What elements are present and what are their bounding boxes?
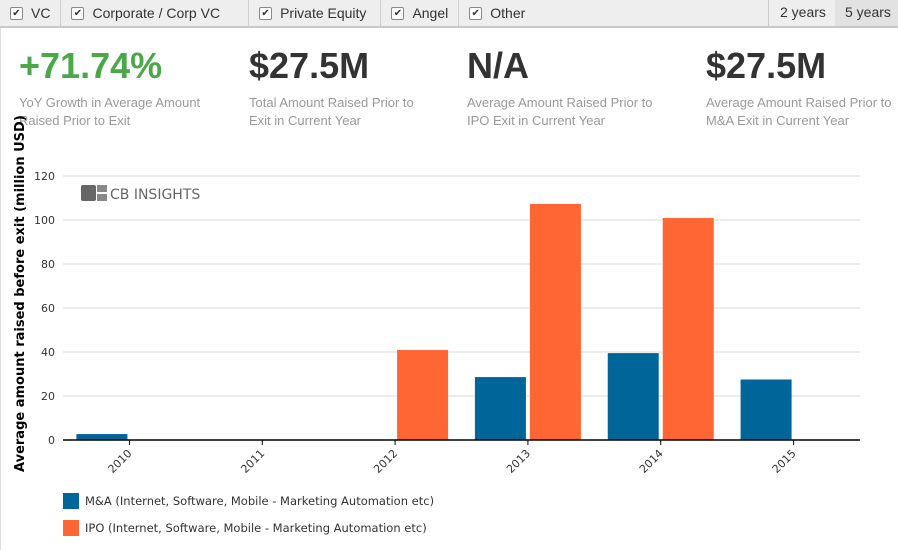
filter-private-equity[interactable]: ✔ Private Equity (249, 0, 382, 26)
cb-insights-logo: CB INSIGHTS (81, 185, 200, 203)
y-axis-label: Average amount raised before exit (milli… (13, 115, 28, 472)
legend-swatch[interactable] (63, 493, 79, 509)
ma-bar-2013[interactable] (474, 377, 526, 440)
stat-total-raised: $27.5M Total Amount Raised Prior to Exit i… (249, 45, 414, 129)
x-tick-label: 2014 (637, 447, 666, 476)
x-tick-label: 2015 (770, 447, 799, 476)
range-5-years[interactable]: 5 years (835, 0, 898, 26)
ma-bar-2014[interactable] (607, 353, 659, 440)
checkbox-icon[interactable]: ✔ (391, 6, 405, 20)
stat-ipo-average: N/A Average Amount Raised Prior to IPO Exi… (467, 45, 653, 129)
filter-vc[interactable]: ✔ VC (0, 0, 62, 26)
y-tick-label: 60 (41, 302, 55, 315)
y-tick-label: 80 (41, 258, 55, 271)
x-tick-label: 2012 (371, 447, 400, 476)
legend-swatch[interactable] (63, 520, 79, 536)
y-tick-label: 20 (41, 390, 55, 403)
filter-other[interactable]: ✔ Other (459, 0, 535, 26)
filter-angel[interactable]: ✔ Angel (381, 0, 460, 26)
ma-bar-2010[interactable] (76, 434, 128, 440)
ipo-bar-2013[interactable] (529, 203, 581, 440)
range-2-years[interactable]: 2 years (768, 0, 837, 26)
ipo-bar-2012[interactable] (397, 350, 449, 440)
stat-yoy-growth: +71.74% YoY Growth in Average Amount Raise… (19, 45, 201, 129)
filter-corporate[interactable]: ✔ Corporate / Corp VC (61, 0, 250, 26)
checkbox-icon[interactable]: ✔ (71, 6, 85, 20)
ma-bar-2015[interactable] (740, 379, 792, 441)
checkbox-icon[interactable]: ✔ (10, 6, 23, 20)
x-tick-label: 2013 (504, 447, 533, 476)
y-tick-label: 40 (41, 346, 55, 359)
y-tick-label: 0 (48, 434, 55, 447)
legend-label[interactable]: M&A (Internet, Software, Mobile - Market… (85, 494, 434, 508)
legend-label[interactable]: IPO (Internet, Software, Mobile - Market… (85, 521, 427, 535)
y-tick-label: 100 (34, 214, 55, 227)
filter-bar: ✔ VC ✔ Corporate / Corp VC ✔ Private Equity… (0, 0, 898, 28)
ipo-bar-2014[interactable] (662, 218, 714, 440)
stat-ma-average: $27.5M Average Amount Raised Prior to M&A … (706, 45, 892, 129)
checkbox-icon[interactable]: ✔ (469, 6, 483, 20)
logo-text: CB INSIGHTS (110, 187, 200, 203)
x-tick-label: 2011 (238, 447, 267, 476)
y-tick-label: 120 (34, 170, 55, 183)
x-tick-label: 2010 (106, 447, 135, 476)
checkbox-icon[interactable]: ✔ (259, 6, 273, 20)
